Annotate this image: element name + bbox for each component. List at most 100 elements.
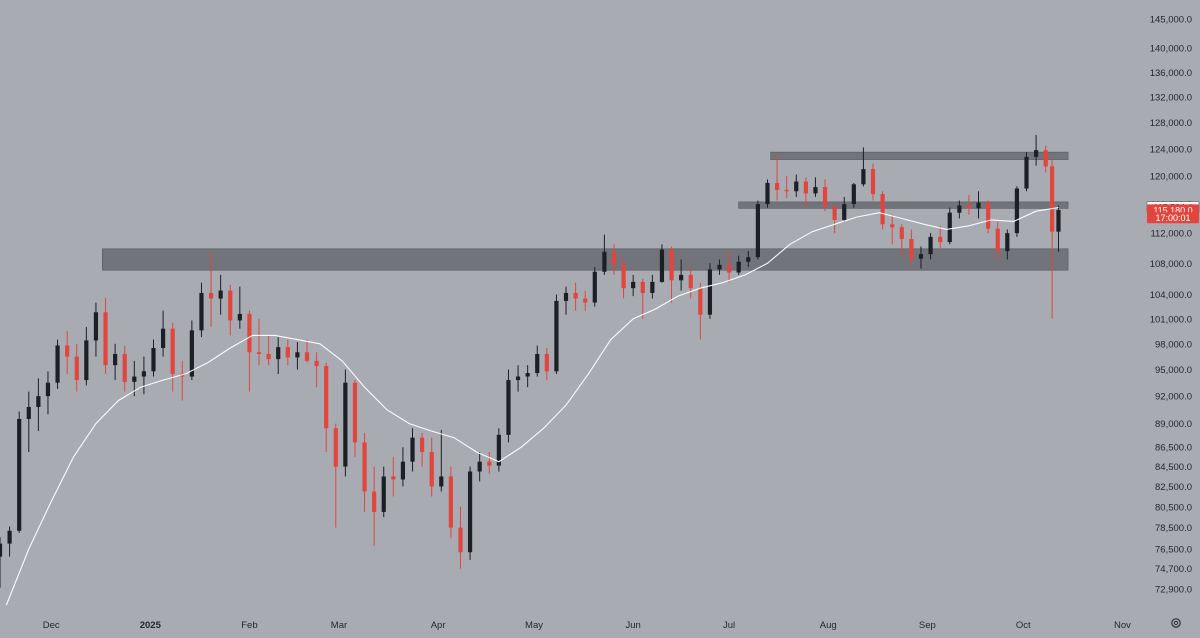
- candle: [774, 154, 780, 201]
- candle-body: [995, 228, 1000, 252]
- candle-body: [295, 352, 300, 358]
- y-tick-label: 104,000.0: [1150, 290, 1192, 301]
- candle: [410, 428, 415, 472]
- candle-body: [362, 442, 367, 492]
- candle-body: [602, 251, 607, 272]
- candle-body: [1043, 150, 1048, 167]
- y-tick-label: 108,000.0: [1150, 259, 1192, 270]
- candle-body: [65, 345, 70, 357]
- candle-body: [276, 347, 281, 360]
- candle-body: [381, 476, 386, 512]
- candle-body: [918, 254, 924, 259]
- candle-body: [26, 407, 31, 419]
- candle-body: [314, 360, 319, 367]
- candle: [688, 267, 693, 299]
- candle: [343, 369, 348, 477]
- candle-body: [467, 471, 473, 553]
- candle: [17, 411, 22, 533]
- candle: [420, 432, 425, 467]
- candle-body: [928, 236, 933, 255]
- price-zone: [770, 151, 1069, 160]
- candle: [352, 380, 358, 457]
- candle: [621, 257, 626, 299]
- candle: [957, 200, 962, 219]
- x-tick-label: Nov: [1114, 620, 1131, 631]
- candle: [851, 182, 856, 208]
- price-zone: [102, 248, 1069, 271]
- y-tick-label: 140,000.0: [1150, 44, 1192, 55]
- y-tick-label: 80,500.0: [1155, 502, 1192, 513]
- candle-body: [890, 224, 895, 228]
- candle: [372, 466, 377, 546]
- candle-body: [36, 396, 41, 408]
- x-tick-label: Apr: [431, 620, 446, 631]
- y-tick-label: 82,500.0: [1155, 482, 1192, 493]
- candle-body: [736, 261, 741, 273]
- candle-body: [583, 298, 588, 303]
- candle: [439, 430, 444, 492]
- candle-body: [448, 476, 453, 528]
- candle: [1033, 134, 1039, 166]
- candle-body: [1049, 166, 1055, 232]
- candle-body: [707, 269, 713, 315]
- candle: [813, 177, 818, 197]
- candle: [890, 214, 895, 245]
- candle-body: [84, 340, 89, 381]
- candle: [1014, 186, 1020, 237]
- candle: [314, 352, 319, 388]
- candle-body: [870, 169, 876, 195]
- candle: [755, 200, 760, 260]
- candle: [928, 233, 933, 260]
- candle-body: [333, 428, 338, 467]
- candle: [429, 437, 434, 497]
- candle: [669, 246, 674, 303]
- candle-body: [525, 373, 530, 377]
- candle-body: [496, 434, 501, 466]
- candle-body: [698, 288, 703, 315]
- moving-average: [5, 207, 1059, 606]
- candle-body: [909, 239, 914, 259]
- candle-body: [343, 382, 348, 467]
- settings-icon[interactable]: [1171, 618, 1181, 628]
- y-tick-label: 98,000.0: [1155, 339, 1192, 350]
- candle-body: [113, 353, 118, 366]
- x-tick-label: Jul: [723, 620, 735, 631]
- candle-body: [631, 281, 636, 289]
- candle-body: [880, 194, 885, 225]
- candle-body: [1033, 150, 1039, 157]
- candle: [36, 378, 41, 432]
- candle-body: [822, 187, 828, 207]
- price-zone: [738, 201, 1069, 209]
- candle: [727, 251, 732, 283]
- x-tick-label: Oct: [1016, 620, 1031, 631]
- y-tick-label: 124,000.0: [1150, 144, 1192, 155]
- candle: [966, 194, 972, 215]
- candle: [631, 274, 636, 297]
- candle: [832, 204, 837, 234]
- candle: [679, 259, 684, 291]
- candle: [151, 339, 156, 377]
- candle: [861, 147, 866, 187]
- candle: [842, 196, 847, 223]
- x-tick-label: 2025: [140, 620, 162, 631]
- candle: [822, 179, 828, 212]
- candle: [794, 174, 799, 197]
- candle: [199, 282, 204, 338]
- candle-body: [803, 181, 808, 194]
- current-price-tag: 17:00:01: [1147, 212, 1199, 224]
- candle: [986, 200, 991, 234]
- x-tick-label: May: [525, 620, 543, 631]
- time-axis[interactable]: Dec 2025 Feb Mar Apr May Jun Jul Aug Sep Oct Nov: [43, 620, 1131, 631]
- candle-body: [189, 330, 194, 377]
- x-tick-label: Mar: [331, 620, 347, 631]
- candle-body: [324, 366, 329, 429]
- candle-body: [515, 376, 521, 381]
- candle: [84, 327, 89, 386]
- candle-body: [851, 184, 856, 205]
- y-tick-label: 145,000.0: [1150, 15, 1192, 26]
- candle-body: [727, 264, 732, 273]
- candle-body: [304, 352, 310, 361]
- candle-body: [544, 353, 549, 372]
